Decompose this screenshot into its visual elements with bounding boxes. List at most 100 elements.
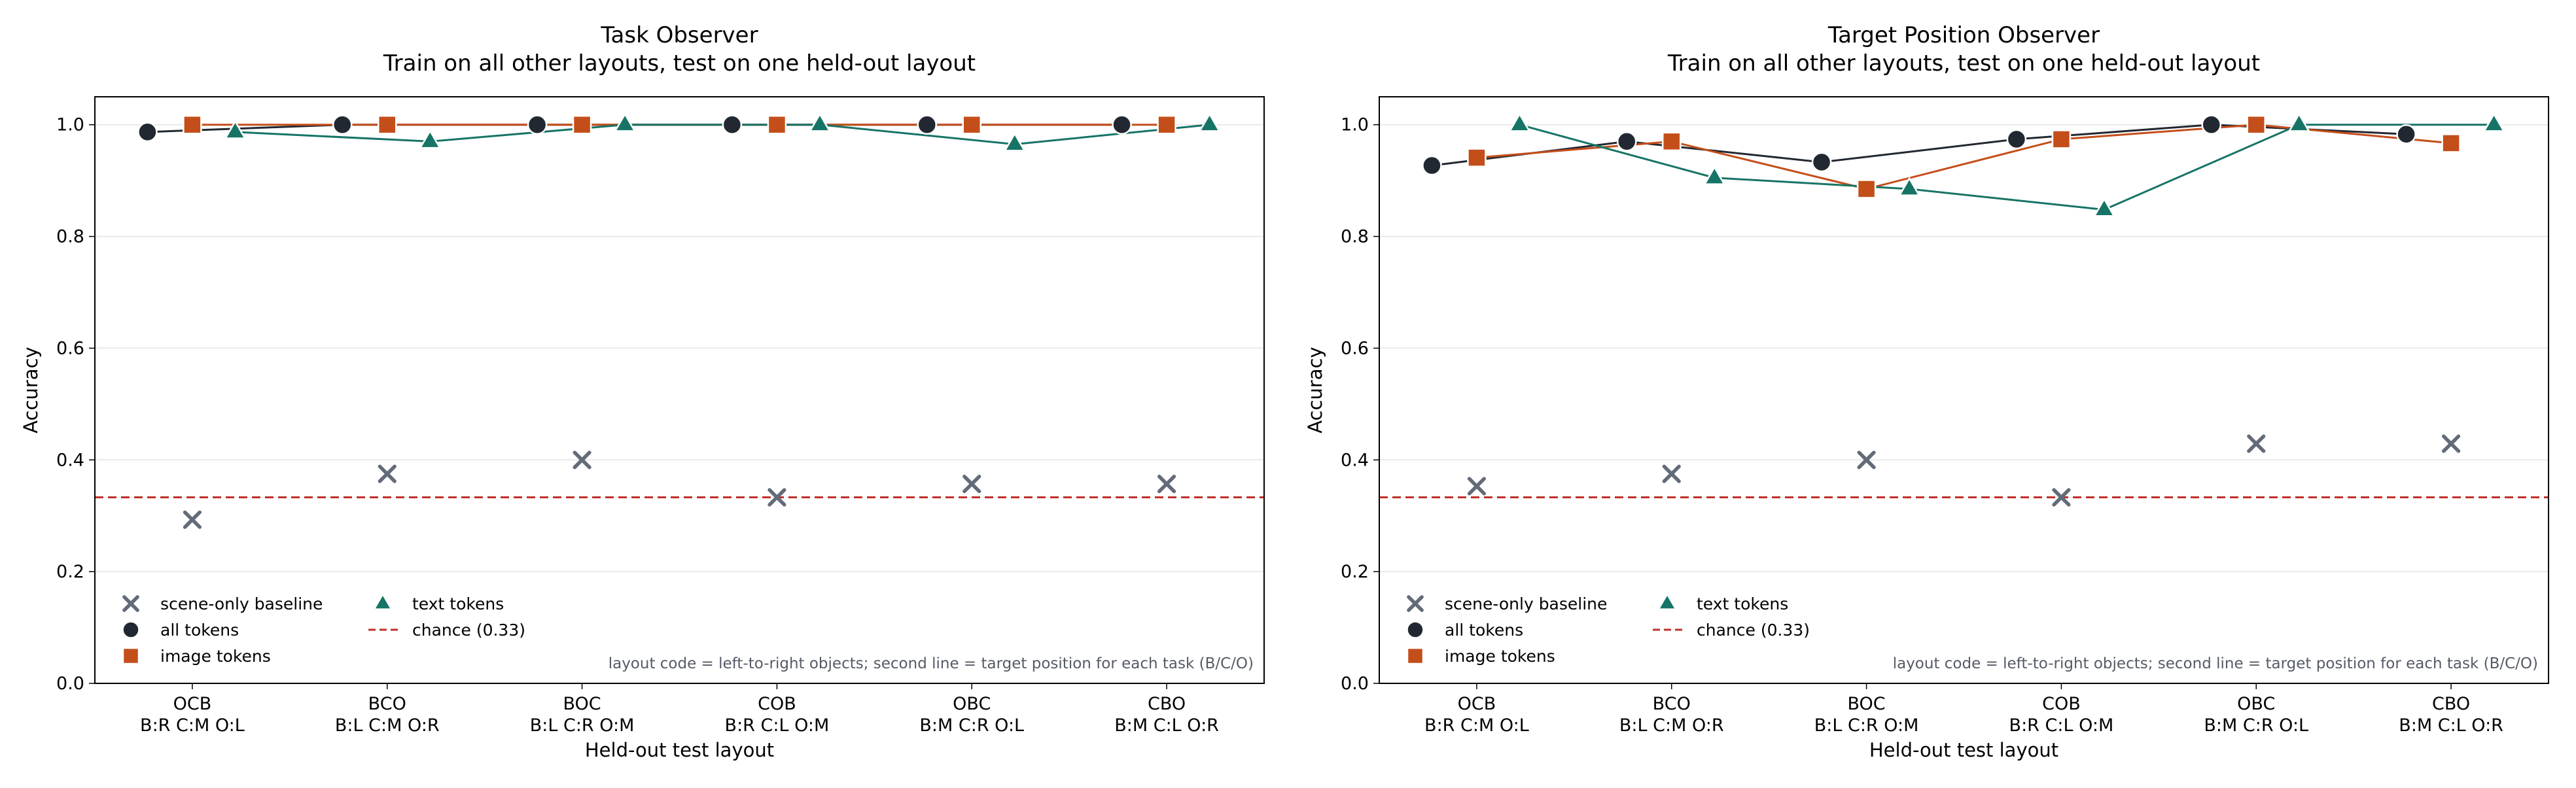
x-tick-code: BOC: [1848, 694, 1886, 714]
marker-stroke: [378, 464, 397, 483]
marker-stroke: [1157, 474, 1176, 494]
marker-stroke: [573, 451, 591, 470]
y-tick-label: 0.0: [1341, 674, 1369, 694]
marker-stroke: [962, 474, 981, 494]
y-tick-label: 0.4: [56, 450, 84, 470]
data-point-circle: [1616, 131, 1637, 152]
data-point-square: [2246, 114, 2266, 135]
chart-subtitle: Train on all other layouts, test on one …: [1667, 50, 2260, 77]
x-tick-positions: B:M C:L O:R: [1114, 715, 1219, 736]
data-point-triangle: [2092, 197, 2116, 217]
data-point-x: [1157, 474, 1176, 494]
data-point-triangle: [2482, 112, 2505, 132]
x-tick-code: COB: [758, 694, 796, 714]
x-tick-positions: B:M C:L O:R: [2399, 715, 2503, 736]
x-tick-positions: B:L C:R O:M: [530, 715, 635, 736]
x-tick-positions: B:L C:R O:M: [1814, 715, 1919, 736]
chart-subtitle: Train on all other layouts, test on one …: [383, 50, 976, 77]
marker-stroke: [2052, 488, 2071, 507]
chart-title: Target Position Observer: [1827, 22, 2100, 48]
data-point-square: [378, 114, 397, 135]
data-point-circle: [1112, 114, 1132, 135]
data-point-x: [1662, 464, 1681, 483]
data-point-triangle: [1703, 165, 1726, 185]
data-point-square: [1467, 148, 1487, 167]
data-point-triangle: [1198, 112, 1221, 132]
series-line-square: [1476, 124, 2452, 190]
y-tick-label: 0.6: [1341, 338, 1369, 358]
legend-marker-triangle: [1657, 592, 1678, 610]
y-axis-label: Accuracy: [1304, 347, 1326, 433]
x-tick-code: OCB: [173, 694, 212, 714]
x-tick-positions: B:R C:M O:L: [1424, 715, 1529, 736]
legend-marker-square: [122, 647, 140, 665]
marker-stroke: [1857, 451, 1876, 470]
data-point-circle: [332, 114, 353, 135]
data-point-circle: [2006, 129, 2027, 150]
data-point-x: [2052, 488, 2071, 507]
legend-label: chance (0.33): [1697, 621, 1810, 640]
data-point-x: [2247, 434, 2266, 453]
y-tick-label: 0.2: [56, 562, 84, 582]
x-tick-positions: B:M C:R O:L: [919, 715, 1024, 736]
legend-label: all tokens: [160, 621, 239, 640]
data-point-x: [183, 510, 202, 529]
plot-frame: [94, 96, 1265, 684]
x-tick-code: BCO: [1653, 694, 1691, 714]
data-point-square: [1856, 179, 1877, 199]
annotation-note: layout code = left-to-right objects; sec…: [1893, 655, 2538, 672]
data-point-square: [1662, 131, 1682, 152]
data-point-x: [768, 488, 786, 507]
data-point-square: [2441, 133, 2461, 153]
data-point-x: [573, 451, 591, 470]
data-point-square: [767, 114, 787, 135]
x-tick-code: BOC: [563, 694, 601, 714]
data-point-triangle: [419, 129, 442, 149]
x-tick-positions: B:L C:M O:R: [1619, 715, 1724, 736]
legend-marker-circle: [122, 621, 140, 639]
legend-label: scene-only baseline: [160, 594, 323, 613]
legend-label: text tokens: [1697, 594, 1788, 613]
legend-label: image tokens: [1445, 647, 1555, 666]
y-axis-label: Accuracy: [20, 347, 42, 433]
x-tick-code: OBC: [2237, 694, 2275, 714]
data-point-circle: [137, 122, 158, 143]
legend-label: scene-only baseline: [1445, 594, 1607, 613]
x-tick-code: OBC: [953, 694, 991, 714]
marker-stroke: [183, 510, 202, 529]
data-point-triangle: [2287, 112, 2310, 132]
legend-label: all tokens: [1445, 621, 1523, 640]
marker-stroke: [2441, 434, 2461, 453]
marker-stroke: [1407, 595, 1424, 612]
y-tick-label: 0.2: [1341, 562, 1369, 582]
x-tick-code: COB: [2042, 694, 2081, 714]
data-point-triangle: [614, 112, 637, 132]
x-tick-code: CBO: [1148, 694, 1186, 714]
y-tick-label: 1.0: [1341, 115, 1369, 135]
legend-label: image tokens: [160, 647, 271, 666]
data-point-square: [1157, 114, 1176, 135]
x-tick-code: BCO: [368, 694, 406, 714]
legend-marker-x: [122, 595, 139, 612]
data-point-circle: [917, 114, 938, 135]
marker-stroke: [1467, 477, 1487, 496]
data-point-x: [962, 474, 981, 494]
data-point-triangle: [1508, 112, 1531, 132]
annotation-note: layout code = left-to-right objects; sec…: [609, 655, 1254, 672]
data-point-triangle: [1003, 131, 1026, 152]
data-point-circle: [2201, 114, 2222, 135]
y-tick-label: 0.8: [1341, 227, 1369, 247]
marker-stroke: [122, 595, 139, 612]
data-point-square: [2051, 129, 2072, 149]
series-line-triangle: [1519, 124, 2494, 211]
x-tick-positions: B:R C:M O:L: [140, 715, 245, 736]
legend-label: chance (0.33): [412, 621, 525, 640]
data-point-circle: [722, 114, 743, 135]
marker-stroke: [768, 488, 786, 507]
data-point-triangle: [224, 120, 247, 139]
y-tick-label: 0.4: [1341, 450, 1369, 470]
x-tick-code: OCB: [1458, 694, 1496, 714]
